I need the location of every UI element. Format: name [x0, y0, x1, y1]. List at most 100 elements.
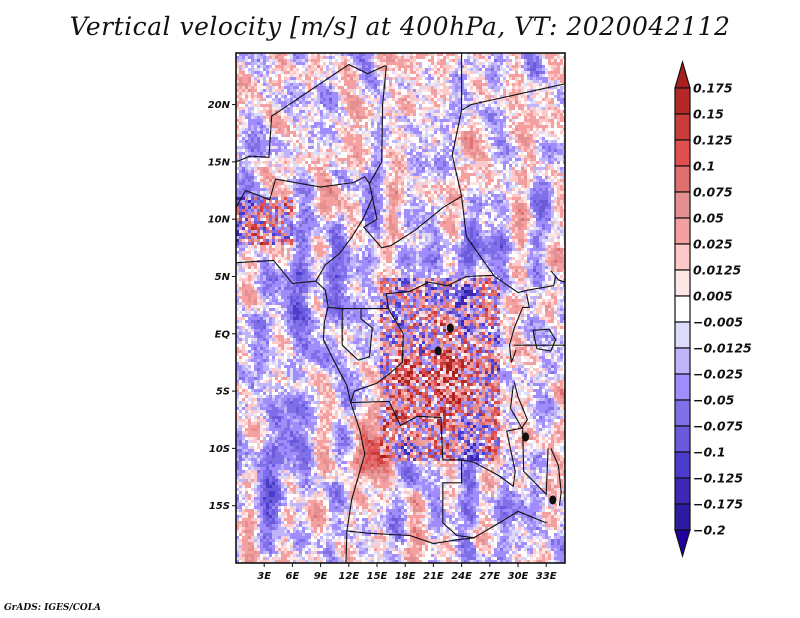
field-cell	[392, 104, 395, 107]
field-cell	[476, 179, 479, 182]
field-cell	[248, 95, 251, 98]
field-cell	[494, 140, 497, 143]
field-cell	[335, 155, 338, 158]
field-cell	[542, 161, 545, 164]
field-cell	[281, 56, 284, 59]
field-cell	[407, 179, 410, 182]
field-cell	[431, 152, 434, 155]
field-cell	[470, 116, 473, 119]
field-cell	[308, 77, 311, 80]
field-cell	[317, 95, 320, 98]
field-cell	[446, 137, 449, 140]
field-cell	[410, 59, 413, 62]
field-cell	[398, 134, 401, 137]
field-cell	[389, 56, 392, 59]
field-cell	[413, 77, 416, 80]
field-cell	[296, 149, 299, 152]
field-cell	[530, 71, 533, 74]
field-cell	[467, 131, 470, 134]
field-cell	[257, 167, 260, 170]
field-cell	[554, 137, 557, 140]
field-cell	[338, 56, 341, 59]
field-cell	[299, 110, 302, 113]
field-cell	[305, 158, 308, 161]
field-cell	[416, 185, 419, 188]
field-cell	[494, 164, 497, 167]
field-cell	[470, 182, 473, 185]
field-cell	[341, 119, 344, 122]
field-cell	[302, 80, 305, 83]
field-cell	[548, 125, 551, 128]
field-cell	[542, 59, 545, 62]
field-cell	[395, 77, 398, 80]
field-cell	[539, 122, 542, 125]
field-cell	[254, 92, 257, 95]
field-cell	[344, 86, 347, 89]
field-cell	[281, 128, 284, 131]
field-cell	[371, 77, 374, 80]
field-cell	[530, 107, 533, 110]
field-cell	[284, 62, 287, 65]
field-cell	[560, 95, 563, 98]
field-cell	[398, 107, 401, 110]
field-cell	[374, 107, 377, 110]
field-cell	[353, 92, 356, 95]
field-cell	[431, 125, 434, 128]
field-cell	[404, 95, 407, 98]
field-cell	[419, 68, 422, 71]
field-cell	[515, 68, 518, 71]
field-cell	[242, 116, 245, 119]
field-cell	[296, 146, 299, 149]
field-cell	[521, 110, 524, 113]
field-cell	[329, 182, 332, 185]
field-cell	[545, 170, 548, 173]
field-cell	[266, 122, 269, 125]
field-cell	[452, 110, 455, 113]
field-cell	[242, 83, 245, 86]
field-cell	[446, 158, 449, 161]
field-cell	[320, 113, 323, 116]
field-cell	[401, 152, 404, 155]
field-cell	[320, 164, 323, 167]
field-cell	[284, 68, 287, 71]
field-cell	[254, 176, 257, 179]
field-cell	[494, 161, 497, 164]
field-cell	[446, 185, 449, 188]
field-cell	[533, 83, 536, 86]
field-cell	[410, 68, 413, 71]
field-cell	[275, 104, 278, 107]
field-cell	[404, 137, 407, 140]
field-cell	[350, 119, 353, 122]
field-cell	[494, 104, 497, 107]
field-cell	[539, 176, 542, 179]
field-cell	[251, 92, 254, 95]
field-cell	[251, 185, 254, 188]
field-cell	[302, 98, 305, 101]
field-cell	[458, 161, 461, 164]
field-cell	[368, 170, 371, 173]
field-cell	[245, 125, 248, 128]
field-cell	[419, 161, 422, 164]
field-cell	[470, 185, 473, 188]
field-cell	[446, 95, 449, 98]
field-cell	[422, 140, 425, 143]
field-cell	[389, 98, 392, 101]
field-cell	[341, 161, 344, 164]
field-cell	[356, 137, 359, 140]
field-cell	[335, 59, 338, 62]
field-cell	[347, 155, 350, 158]
field-cell	[275, 143, 278, 146]
field-cell	[482, 110, 485, 113]
field-cell	[374, 146, 377, 149]
field-cell	[539, 146, 542, 149]
field-cell	[299, 65, 302, 68]
field-cell	[425, 122, 428, 125]
field-cell	[314, 140, 317, 143]
field-cell	[311, 110, 314, 113]
field-cell	[407, 83, 410, 86]
field-cell	[284, 149, 287, 152]
field-cell	[452, 74, 455, 77]
field-cell	[458, 128, 461, 131]
field-cell	[470, 143, 473, 146]
field-cell	[491, 59, 494, 62]
